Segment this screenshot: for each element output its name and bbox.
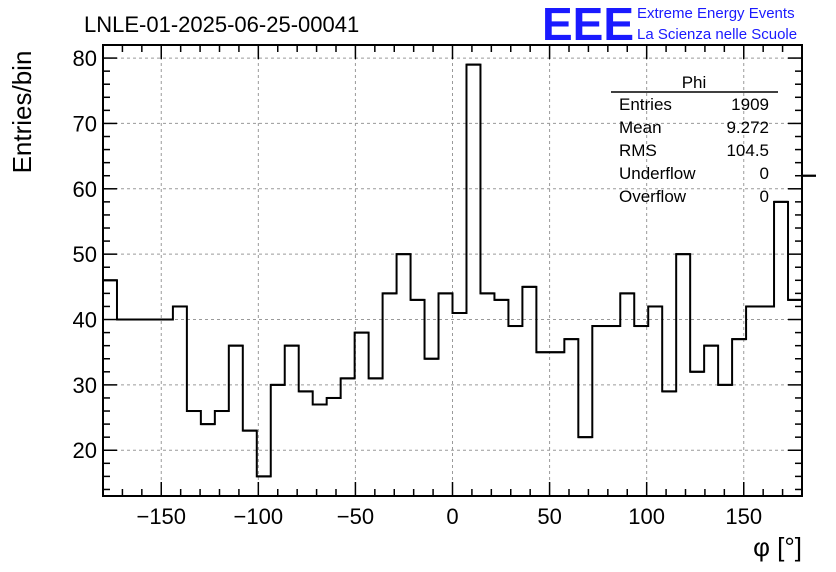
x-tick-label: 0 [446, 504, 458, 529]
stats-value-underflow: 0 [760, 164, 769, 183]
y-tick-label: 70 [73, 111, 97, 136]
logo-line1: Extreme Energy Events [637, 5, 795, 22]
grid-lines [103, 45, 802, 496]
histogram-outline [103, 63, 816, 478]
stats-value-entries: 1909 [731, 95, 769, 114]
y-tick-label: 20 [73, 438, 97, 463]
stats-title: Phi [682, 73, 707, 92]
x-axis-label: φ [°] [753, 532, 802, 562]
y-axis-label: Entries/bin [7, 51, 37, 174]
y-tick-label: 30 [73, 373, 97, 398]
y-tick-label: 40 [73, 308, 97, 333]
logo-line2: La Scienza nelle Scuole [637, 26, 797, 43]
logo-mark: EEE [542, 0, 634, 50]
x-tick-label: −150 [136, 504, 186, 529]
stats-label-rms: RMS [619, 141, 657, 160]
y-tick-label: 80 [73, 46, 97, 71]
stats-label-underflow: Underflow [619, 164, 696, 183]
stats-label-mean: Mean [619, 118, 662, 137]
stats-value-rms: 104.5 [726, 141, 769, 160]
x-tick-label: −100 [234, 504, 284, 529]
x-tick-label: 100 [628, 504, 665, 529]
stats-value-overflow: 0 [760, 187, 769, 206]
tick-labels: −150 −100 −50 0 50 100 150 20 30 40 50 60 70 80 [73, 46, 763, 529]
x-tick-label: 50 [537, 504, 561, 529]
eee-logo: EEE Extreme Energy Events La Scienza nel… [542, 0, 797, 50]
histogram-series [103, 63, 816, 478]
chart-title: LNLE-01-2025-06-25-00041 [84, 12, 359, 37]
y-tick-label: 50 [73, 242, 97, 267]
stats-label-overflow: Overflow [619, 187, 687, 206]
x-tick-label: 150 [725, 504, 762, 529]
stats-box: Phi Entries 1909 Mean 9.272 RMS 104.5 Un… [611, 73, 778, 206]
axis-ticks [102, 44, 803, 496]
stats-label-entries: Entries [619, 95, 672, 114]
stats-value-mean: 9.272 [726, 118, 769, 137]
x-tick-label: −50 [337, 504, 374, 529]
y-tick-label: 60 [73, 177, 97, 202]
